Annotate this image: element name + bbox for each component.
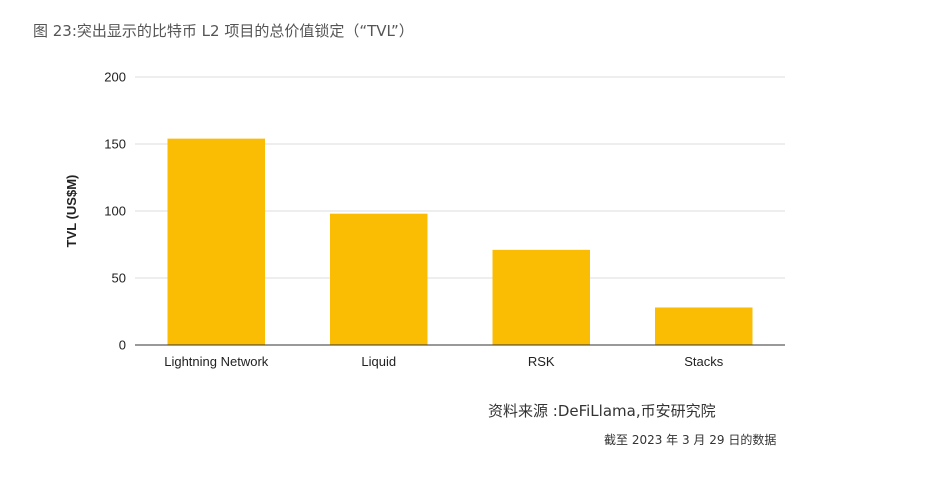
y-tick-labels: 0 50 100 150 200 [104,70,126,353]
figure-title: 图 23:突出显示的比特币 L2 项目的总价值锁定（“TVL”） [33,22,414,40]
bar [167,138,265,345]
bar [492,249,590,345]
bar-chart: 0 50 100 150 200 Lightning Network Liquid RSK S… [64,70,785,369]
y-tick-label: 50 [112,271,126,286]
y-axis-label: TVL (US$M) [64,175,79,248]
y-tick-label: 150 [104,137,126,152]
y-tick-label: 200 [104,70,126,85]
x-tick-label: Lightning Network [164,354,269,369]
bars [167,138,753,345]
date-note: 截至 2023 年 3 月 29 日的数据 [604,433,777,447]
y-tick-label: 0 [119,338,126,353]
y-tick-label: 100 [104,204,126,219]
x-tick-label: RSK [528,354,555,369]
x-tick-labels: Lightning Network Liquid RSK Stacks [164,354,724,369]
bar [330,213,428,345]
x-tick-label: Stacks [684,354,724,369]
bar [655,307,753,345]
x-tick-label: Liquid [361,354,396,369]
source-note: 资料来源 :DeFiLlama,币安研究院 [488,402,716,420]
